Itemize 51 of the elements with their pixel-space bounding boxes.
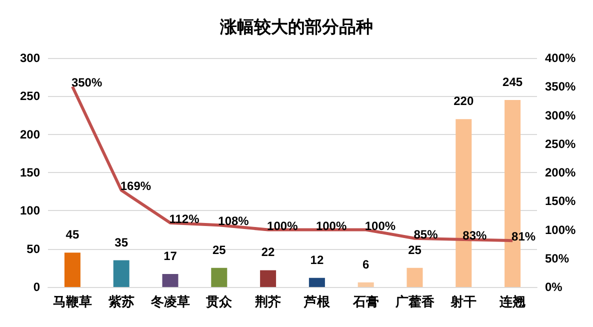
data-label: 35: [114, 235, 128, 250]
bar: [162, 274, 178, 287]
data-label: 100%: [364, 218, 396, 233]
x-tick-label: 冬凌草: [150, 294, 190, 309]
y2-tick-label: 400%: [545, 51, 576, 65]
data-label: 245: [502, 74, 523, 89]
bar: [308, 278, 325, 287]
y-tick-label: 0: [33, 280, 40, 294]
x-tick-label: 射干: [450, 294, 477, 309]
x-tick-label: 荆芥: [254, 294, 282, 309]
x-tick-label: 连翘: [498, 294, 526, 309]
y2-tick-label: 100%: [545, 222, 576, 237]
y-tick-label: 150: [20, 166, 40, 180]
data-label: 350%: [71, 76, 102, 90]
y2-tick-label: 150%: [545, 194, 576, 208]
bar: [406, 268, 423, 287]
data-label: 17: [164, 249, 178, 264]
chart-title: 涨幅较大的部分品种: [219, 18, 373, 38]
bar: [260, 270, 276, 287]
y2-tick-label: 200%: [545, 166, 576, 180]
bar: [64, 252, 80, 287]
y2-tick-label: 350%: [545, 80, 576, 94]
y-tick-label: 200: [20, 127, 40, 142]
data-label: 45: [66, 228, 80, 242]
data-label: 108%: [218, 214, 250, 228]
data-label: 81%: [512, 230, 536, 244]
y2-tick-label: 0%: [545, 280, 563, 294]
x-tick-label: 紫苏: [107, 294, 134, 309]
y-tick-label: 50: [26, 242, 40, 256]
y2-tick-label: 250%: [545, 136, 576, 151]
data-label: 220: [454, 94, 474, 108]
y-tick-label: 300: [20, 51, 40, 65]
x-tick-label: 马鞭草: [52, 294, 92, 309]
data-label: 12: [310, 252, 324, 267]
bar: [358, 282, 374, 287]
data-label: 25: [408, 242, 422, 257]
y-tick-label: 250: [20, 89, 40, 104]
x-tick-label: 贯众: [205, 294, 234, 309]
y-tick-label: 100: [20, 204, 40, 218]
bar: [113, 260, 130, 287]
x-tick-label: 芦根: [302, 294, 331, 309]
bar: [211, 268, 228, 287]
y2-tick-label: 300%: [545, 108, 576, 122]
y2-tick-label: 50%: [545, 251, 570, 266]
data-label: 169%: [120, 179, 152, 194]
data-label: 22: [261, 245, 276, 260]
data-label: 6: [362, 257, 370, 272]
x-tick-label: 石膏: [352, 294, 379, 309]
x-tick-label: 广藿香: [394, 294, 436, 309]
data-label: 112%: [169, 212, 200, 226]
data-label: 25: [212, 242, 226, 257]
